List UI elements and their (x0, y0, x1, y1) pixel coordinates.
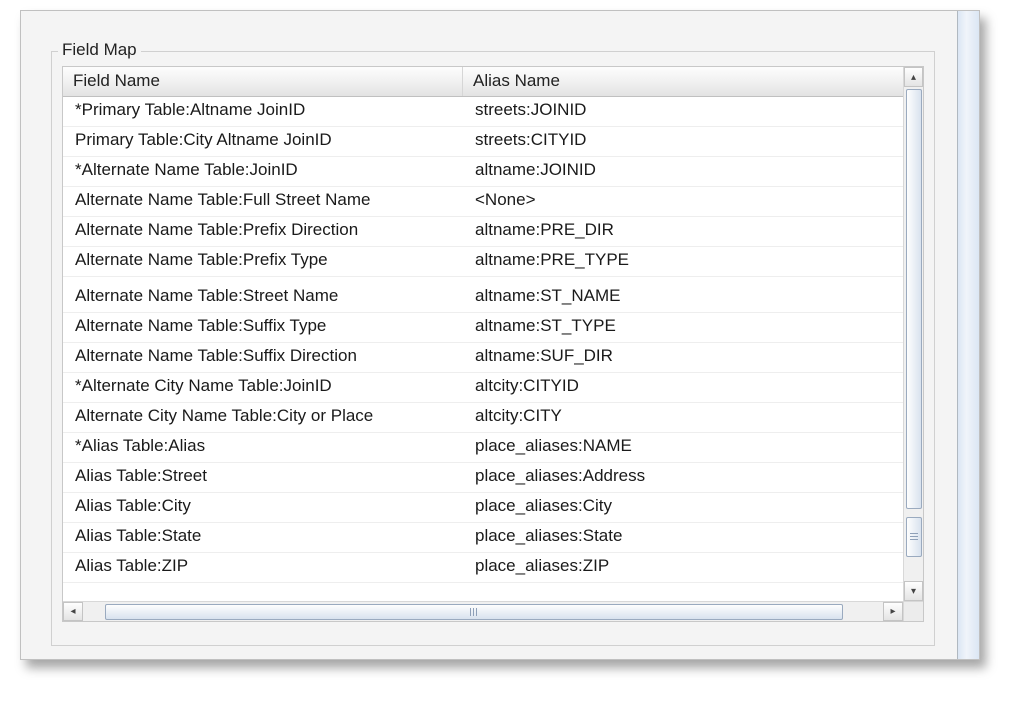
scroll-down-button[interactable]: ▾ (904, 581, 923, 601)
table-row[interactable]: *Alternate Name Table:JoinIDaltname:JOIN… (63, 157, 903, 187)
horizontal-scrollbar[interactable]: ◂ ▸ (63, 601, 903, 621)
table-header: Field Name Alias Name (63, 67, 923, 97)
cell-field-name: Alternate Name Table:Full Street Name (63, 187, 463, 216)
cell-field-name: Alias Table:Street (63, 463, 463, 492)
outer-scroll-strip[interactable] (957, 11, 979, 659)
table-body: *Primary Table:Altname JoinIDstreets:JOI… (63, 97, 903, 601)
vertical-scroll-thumb-secondary[interactable] (906, 517, 922, 557)
cell-field-name: Alternate Name Table:Prefix Direction (63, 217, 463, 246)
column-header-field-name[interactable]: Field Name (63, 67, 463, 96)
cell-field-name: *Alternate City Name Table:JoinID (63, 373, 463, 402)
horizontal-scroll-thumb[interactable] (105, 604, 843, 620)
scroll-up-button[interactable]: ▴ (904, 67, 923, 87)
cell-alias-name: place_aliases:ZIP (463, 553, 903, 582)
cell-field-name: Alias Table:State (63, 523, 463, 552)
cell-field-name: *Alternate Name Table:JoinID (63, 157, 463, 186)
scroll-right-button[interactable]: ▸ (883, 602, 903, 621)
cell-alias-name: altname:PRE_TYPE (463, 247, 903, 276)
table-row[interactable]: Alternate City Name Table:City or Placea… (63, 403, 903, 433)
table-row[interactable]: *Alias Table:Aliasplace_aliases:NAME (63, 433, 903, 463)
cell-field-name: *Primary Table:Altname JoinID (63, 97, 463, 126)
field-map-group: Field Map Field Name Alias Name *Primary… (51, 51, 935, 646)
cell-alias-name: altname:JOINID (463, 157, 903, 186)
table-row[interactable]: Alternate Name Table:Suffix Directionalt… (63, 343, 903, 373)
scroll-corner (903, 601, 923, 621)
column-header-alias-name[interactable]: Alias Name (463, 67, 923, 96)
cell-alias-name: altname:SUF_DIR (463, 343, 903, 372)
table-row[interactable]: Primary Table:City Altname JoinIDstreets… (63, 127, 903, 157)
cell-alias-name: place_aliases:State (463, 523, 903, 552)
table-row[interactable]: Alternate Name Table:Full Street Name<No… (63, 187, 903, 217)
cell-alias-name: streets:JOINID (463, 97, 903, 126)
vertical-scroll-thumb[interactable] (906, 89, 922, 509)
cell-field-name: Alias Table:ZIP (63, 553, 463, 582)
cell-alias-name: altname:PRE_DIR (463, 217, 903, 246)
dialog-panel: Field Map Field Name Alias Name *Primary… (20, 10, 980, 660)
cell-alias-name: altcity:CITYID (463, 373, 903, 402)
table-row[interactable]: Alias Table:Stateplace_aliases:State (63, 523, 903, 553)
cell-field-name: Alternate City Name Table:City or Place (63, 403, 463, 432)
cell-field-name: *Alias Table:Alias (63, 433, 463, 462)
table-row[interactable]: Alternate Name Table:Street Namealtname:… (63, 283, 903, 313)
cell-alias-name: place_aliases:Address (463, 463, 903, 492)
group-label: Field Map (58, 40, 141, 60)
table-row[interactable]: Alias Table:Cityplace_aliases:City (63, 493, 903, 523)
cell-field-name: Alternate Name Table:Suffix Direction (63, 343, 463, 372)
scroll-left-button[interactable]: ◂ (63, 602, 83, 621)
scroll-grip-icon (470, 608, 478, 616)
field-map-table: Field Name Alias Name *Primary Table:Alt… (62, 66, 924, 622)
table-row[interactable]: *Alternate City Name Table:JoinIDaltcity… (63, 373, 903, 403)
table-row[interactable]: Alternate Name Table:Prefix Directionalt… (63, 217, 903, 247)
cell-field-name: Alternate Name Table:Street Name (63, 283, 463, 312)
cell-field-name: Primary Table:City Altname JoinID (63, 127, 463, 156)
cell-alias-name: place_aliases:City (463, 493, 903, 522)
cell-field-name: Alternate Name Table:Suffix Type (63, 313, 463, 342)
table-row[interactable]: Alternate Name Table:Suffix Typealtname:… (63, 313, 903, 343)
cell-alias-name: streets:CITYID (463, 127, 903, 156)
scroll-grip-icon (910, 533, 918, 541)
cell-alias-name: <None> (463, 187, 903, 216)
cell-alias-name: altname:ST_TYPE (463, 313, 903, 342)
cell-alias-name: place_aliases:NAME (463, 433, 903, 462)
table-row[interactable]: *Primary Table:Altname JoinIDstreets:JOI… (63, 97, 903, 127)
cell-alias-name: altname:ST_NAME (463, 283, 903, 312)
table-row[interactable]: Alternate Name Table:Prefix Typealtname:… (63, 247, 903, 277)
table-row[interactable]: Alias Table:ZIPplace_aliases:ZIP (63, 553, 903, 583)
vertical-scrollbar[interactable]: ▴ ▾ (903, 67, 923, 601)
cell-field-name: Alternate Name Table:Prefix Type (63, 247, 463, 276)
table-row[interactable]: Alias Table:Streetplace_aliases:Address (63, 463, 903, 493)
cell-field-name: Alias Table:City (63, 493, 463, 522)
cell-alias-name: altcity:CITY (463, 403, 903, 432)
